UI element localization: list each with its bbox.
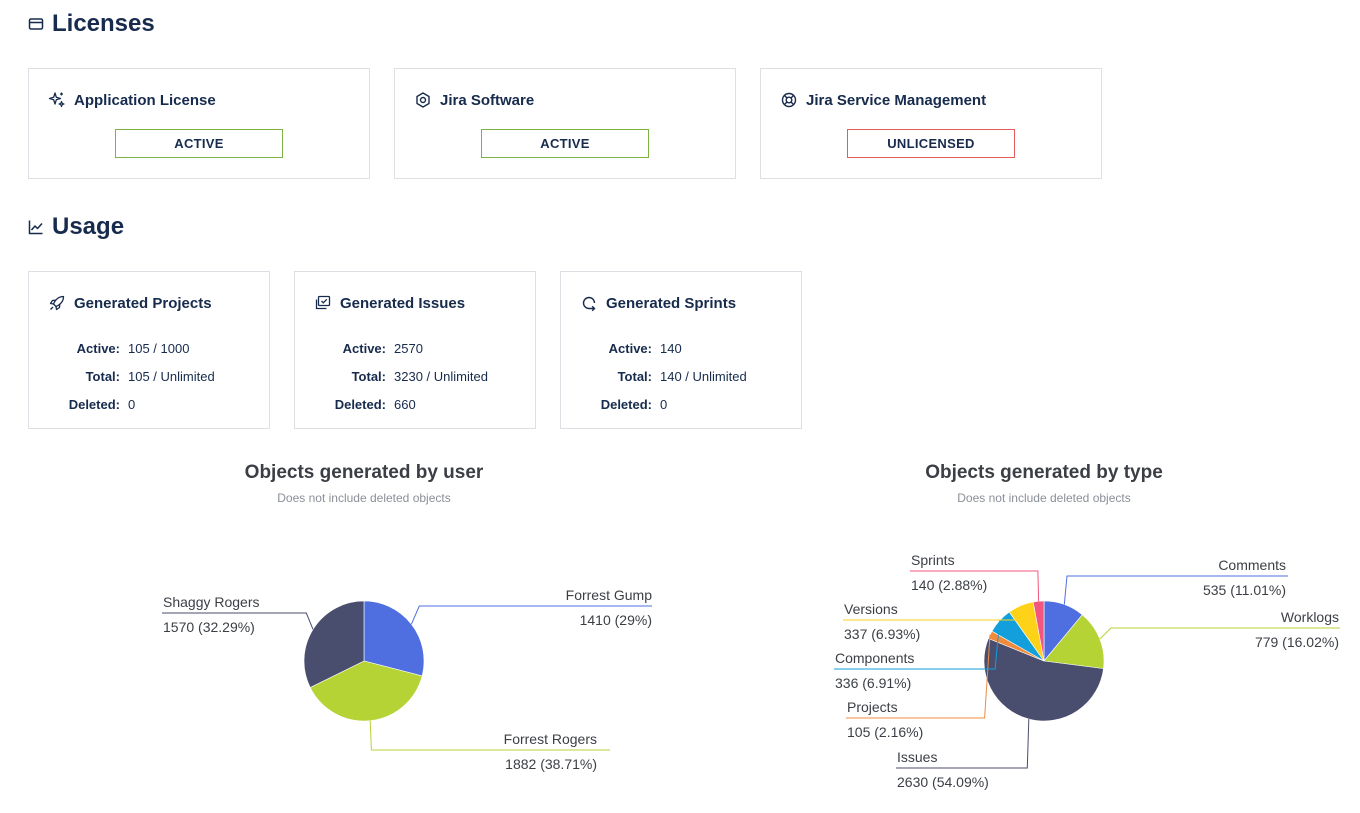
slice-value-versions: 337 (6.93%): [844, 626, 920, 642]
slice-value-worklogs: 779 (16.02%): [1255, 634, 1339, 650]
slice-name-components: Components: [835, 650, 914, 666]
stat-value-active: 140: [660, 340, 682, 356]
stat-value-total: 105 / Unlimited: [128, 368, 215, 384]
slice-name-sprints: Sprints: [911, 552, 955, 568]
stat-value-deleted: 0: [128, 396, 136, 412]
chart-title-by-type: Objects generated by type: [925, 462, 1163, 483]
label-leader-shaggy-rogers: [162, 612, 314, 630]
stat-label-active: Active:: [608, 340, 652, 356]
usage-stats: Active: 140 Total: 140 / Unlimited Deleted…: [561, 334, 747, 418]
slice-name-issues: Issues: [897, 749, 937, 765]
chart-subtitle-by-user: Does not include deleted objects: [277, 491, 451, 505]
usage-title: Usage: [52, 213, 125, 240]
issues-check-icon: [314, 294, 332, 312]
lifebuoy-icon: [780, 91, 798, 109]
stat-label-active: Active:: [76, 340, 120, 356]
license-name: Jira Service Management: [806, 91, 987, 109]
chart-subtitle-by-type: Does not include deleted objects: [957, 491, 1131, 505]
usage-stats: Active: 105 / 1000 Total: 105 / Unlimited …: [29, 334, 215, 418]
slice-value-shaggy-rogers: 1570 (32.29%): [163, 619, 255, 635]
license-card-application: Application License ACTIVE: [28, 68, 370, 179]
hexagon-icon: [414, 91, 432, 109]
label-leader-sprints: [910, 570, 1040, 602]
usage-name: Generated Sprints: [606, 294, 737, 312]
slice-name-worklogs: Worklogs: [1281, 609, 1339, 625]
pie-slice-shaggy-rogers[interactable]: [303, 600, 365, 688]
stat-label-total: Total:: [617, 368, 652, 384]
stat-value-active: 105 / 1000: [128, 340, 190, 356]
stat-label-total: Total:: [85, 368, 120, 384]
label-leader-worklogs: [1099, 627, 1340, 640]
licenses-heading: Licenses: [28, 10, 155, 38]
slice-name-forrest-gump: Forrest Gump: [566, 587, 653, 603]
slice-value-forrest-rogers: 1882 (38.71%): [505, 756, 597, 772]
stat-label-active: Active:: [342, 340, 386, 356]
usage-card-projects: Generated Projects Active: 105 / 1000 Tot…: [28, 271, 270, 429]
license-card-service-management: Jira Service Management UNLICENSED: [760, 68, 1102, 179]
rocket-icon: [48, 294, 66, 312]
status-badge: ACTIVE: [115, 129, 283, 158]
slice-value-sprints: 140 (2.88%): [911, 577, 987, 593]
pie-slice-sprints[interactable]: [1032, 600, 1045, 662]
slice-value-forrest-gump: 1410 (29%): [580, 612, 652, 628]
stat-label-deleted: Deleted:: [68, 396, 120, 412]
stat-value-deleted: 660: [394, 396, 416, 412]
usage-name: Generated Issues: [340, 294, 466, 312]
slice-name-shaggy-rogers: Shaggy Rogers: [163, 594, 260, 610]
license-card-jira-software: Jira Software ACTIVE: [394, 68, 736, 179]
stat-label-deleted: Deleted:: [334, 396, 386, 412]
usage-stats: Active: 2570 Total: 3230 / Unlimited Delet…: [295, 334, 488, 418]
license-name: Jira Software: [440, 91, 535, 109]
chart-title-by-user: Objects generated by user: [244, 462, 484, 483]
chart-line-icon: [28, 219, 44, 235]
licenses-title: Licenses: [52, 10, 155, 37]
label-leader-versions: [843, 605, 1022, 621]
label-leader-components: [834, 620, 1001, 670]
stat-value-total: 3230 / Unlimited: [394, 368, 488, 384]
slice-value-components: 336 (6.91%): [835, 675, 911, 691]
usage-card-issues: Generated Issues Active: 2570 Total: 3230 …: [294, 271, 536, 429]
slice-value-comments: 535 (11.01%): [1203, 582, 1286, 598]
slice-value-issues: 2630 (54.09%): [897, 774, 989, 790]
slice-value-projects: 105 (2.16%): [847, 724, 923, 740]
label-leader-comments: [1063, 575, 1288, 605]
stat-label-total: Total:: [351, 368, 386, 384]
sprint-cycle-icon: [580, 294, 598, 312]
license-name: Application License: [74, 91, 216, 109]
slice-name-versions: Versions: [844, 601, 898, 617]
label-leader-forrest-rogers: [369, 720, 610, 751]
label-leader-projects: [846, 634, 991, 719]
status-badge: ACTIVE: [481, 129, 649, 158]
pie-slice-forrest-gump[interactable]: [363, 600, 425, 677]
status-badge: UNLICENSED: [847, 129, 1015, 158]
sparkles-icon: [48, 91, 66, 109]
pie-slice-forrest-rogers[interactable]: [309, 660, 423, 722]
stat-value-active: 2570: [394, 340, 423, 356]
stat-value-deleted: 0: [660, 396, 668, 412]
stat-value-total: 140 / Unlimited: [660, 368, 747, 384]
slice-name-forrest-rogers: Forrest Rogers: [504, 731, 597, 747]
slice-name-comments: Comments: [1218, 557, 1286, 573]
credit-card-icon: [28, 16, 44, 32]
stat-label-deleted: Deleted:: [600, 396, 652, 412]
usage-heading: Usage: [28, 213, 124, 241]
label-leader-forrest-gump: [410, 605, 652, 625]
usage-name: Generated Projects: [74, 294, 212, 312]
slice-name-projects: Projects: [847, 699, 898, 715]
usage-card-sprints: Generated Sprints Active: 140 Total: 140 /…: [560, 271, 802, 429]
label-leader-issues: [896, 718, 1030, 769]
